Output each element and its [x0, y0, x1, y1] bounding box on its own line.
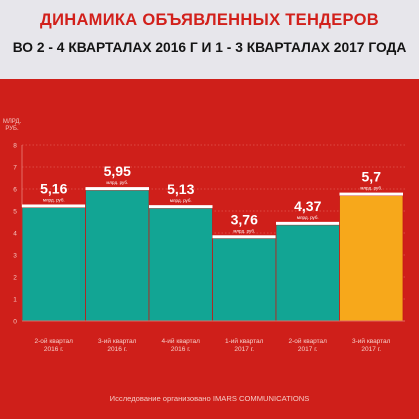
- x-tick-label: 2-ой квартал: [289, 337, 328, 345]
- x-tick-label-year: 2017 г.: [361, 346, 381, 353]
- y-tick-label: 1: [13, 297, 17, 304]
- y-tick-label: 6: [13, 187, 17, 194]
- chart-title: ДИНАМИКА ОБЪЯВЛЕННЫХ ТЕНДЕРОВ: [40, 11, 379, 29]
- y-tick-label: 7: [13, 165, 17, 172]
- y-tick-label: 8: [13, 143, 17, 150]
- y-tick-label: 4: [13, 231, 17, 238]
- header-panel: ДИНАМИКА ОБЪЯВЛЕННЫХ ТЕНДЕРОВ ВО 2 - 4 К…: [0, 0, 419, 79]
- bar: [212, 237, 277, 322]
- x-tick-label-year: 2016 г.: [44, 346, 64, 353]
- value-unit-label: млрд. руб.: [360, 186, 382, 191]
- y-tick-label: 0: [13, 319, 17, 326]
- x-tick-label: 3-ий квартал: [352, 337, 391, 345]
- bar: [275, 224, 340, 322]
- bar: [21, 207, 86, 322]
- bar-top-line: [212, 235, 276, 239]
- y-axis-label-line: РУБ.: [5, 126, 19, 132]
- bar-top-line: [85, 187, 149, 191]
- value-label: 3,76: [231, 211, 258, 227]
- value-label: 5,16: [40, 180, 67, 196]
- x-tick-label-year: 2017 г.: [298, 346, 318, 353]
- bar: [339, 195, 404, 322]
- footer-credit: Исследование организовано IMARS COMMUNIC…: [109, 394, 310, 403]
- x-tick-label-year: 2016 г.: [171, 346, 191, 353]
- y-tick-label: 2: [13, 275, 17, 282]
- x-tick-label: 2-ой квартал: [35, 337, 74, 345]
- bar-top-line: [276, 221, 340, 225]
- value-label: 5,95: [104, 163, 131, 179]
- x-tick-label: 4-ий квартал: [162, 337, 201, 345]
- bar-top-line: [339, 192, 403, 196]
- y-axis-label-line: МЛРД.: [3, 119, 22, 125]
- x-tick-label-year: 2017 г.: [234, 346, 254, 353]
- bar-top-line: [149, 205, 213, 209]
- value-unit-label: млрд. руб.: [170, 198, 192, 203]
- value-label: 5,13: [167, 181, 194, 197]
- value-unit-label: млрд. руб.: [106, 180, 128, 185]
- bar: [148, 207, 213, 322]
- y-tick-label: 5: [13, 209, 17, 216]
- value-unit-label: млрд. руб.: [297, 215, 319, 220]
- value-unit-label: млрд. руб.: [43, 197, 65, 202]
- x-tick-label: 1-ий квартал: [225, 337, 264, 345]
- y-tick-label: 3: [13, 253, 17, 260]
- value-label: 5,7: [362, 169, 382, 185]
- x-tick-label-year: 2016 г.: [107, 346, 127, 353]
- x-tick-label: 3-ий квартал: [98, 337, 137, 345]
- value-unit-label: млрд. руб.: [233, 228, 255, 233]
- chart-subtitle: ВО 2 - 4 КВАРТАЛАХ 2016 Г И 1 - 3 КВАРТА…: [12, 40, 407, 55]
- value-label: 4,37: [294, 198, 321, 214]
- bar: [85, 189, 150, 322]
- bar-top-line: [22, 204, 86, 208]
